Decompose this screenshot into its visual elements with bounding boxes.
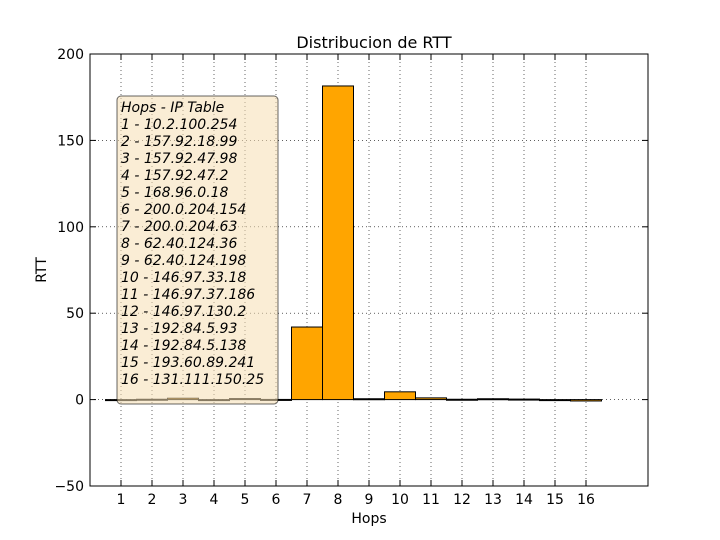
ip-table-entry: 1 - 10.2.100.254: [121, 117, 237, 133]
ip-table-entry: 5 - 168.96.0.18: [121, 185, 229, 201]
bar-hop-10: [384, 391, 416, 401]
bar-hop-9: [353, 398, 385, 401]
x-tick-label: 3: [179, 492, 188, 508]
bar-hop-8: [322, 85, 354, 401]
bar-hop-11: [415, 397, 447, 401]
x-tick-label: 10: [391, 492, 409, 508]
ip-table-entry: 15 - 193.60.89.241: [121, 355, 255, 371]
ip-table-entry: 6 - 200.0.204.154: [121, 202, 246, 218]
ip-table-entry: 2 - 157.92.18.99: [121, 134, 237, 150]
bar-hop-14: [508, 398, 540, 401]
ip-table-entry: 4 - 157.92.47.2: [121, 168, 229, 184]
x-tick-label: 15: [546, 492, 564, 508]
x-tick-label: 14: [515, 492, 533, 508]
x-tick-label: 4: [210, 492, 219, 508]
y-tick-label: −50: [54, 479, 84, 495]
ip-table-entry: 7 - 200.0.204.63: [121, 219, 237, 235]
bar-hop-12: [446, 398, 478, 401]
x-tick-label: 7: [303, 492, 312, 508]
bar-hop-7: [291, 326, 323, 401]
x-tick-label: 11: [422, 492, 440, 508]
x-tick-label: 2: [148, 492, 157, 508]
y-tick-label: 100: [57, 220, 84, 236]
x-axis-label: Hops: [351, 511, 386, 527]
x-tick-label: 1: [117, 492, 126, 508]
ip-table-title: Hops - IP Table: [121, 100, 224, 116]
ip-table-entry: 14 - 192.84.5.138: [121, 338, 246, 354]
x-tick-label: 8: [334, 492, 343, 508]
ip-table-entry: 13 - 192.84.5.93: [121, 321, 237, 337]
bar-hop-16: [570, 399, 602, 402]
ip-table-box: [116, 95, 279, 405]
y-tick-label: 200: [57, 47, 84, 63]
x-tick-label: 13: [484, 492, 502, 508]
y-axis-label: RTT: [34, 257, 50, 283]
y-tick-label: 50: [66, 306, 84, 322]
ip-table-entry: 11 - 146.97.37.186: [121, 287, 255, 303]
ip-table-entry: 3 - 157.92.47.98: [121, 151, 237, 167]
bar-hop-15: [539, 399, 571, 402]
y-tick-label: 150: [57, 133, 84, 149]
x-tick-label: 12: [453, 492, 471, 508]
x-tick-label: 16: [577, 492, 595, 508]
ip-table-entry: 16 - 131.111.150.25: [121, 372, 264, 388]
x-tick-label: 9: [365, 492, 374, 508]
bar-hop-13: [477, 398, 509, 401]
x-tick-label: 5: [241, 492, 250, 508]
ip-table-entry: 12 - 146.97.130.2: [121, 304, 246, 320]
ip-table-entry: 10 - 146.97.33.18: [121, 270, 246, 286]
ip-table-entry: 9 - 62.40.124.198: [121, 253, 246, 269]
chart-title: Distribucion de RTT: [296, 33, 451, 52]
y-tick-label: 0: [75, 393, 84, 409]
ip-table-entry: 8 - 62.40.124.36: [121, 236, 237, 252]
x-tick-label: 6: [272, 492, 281, 508]
